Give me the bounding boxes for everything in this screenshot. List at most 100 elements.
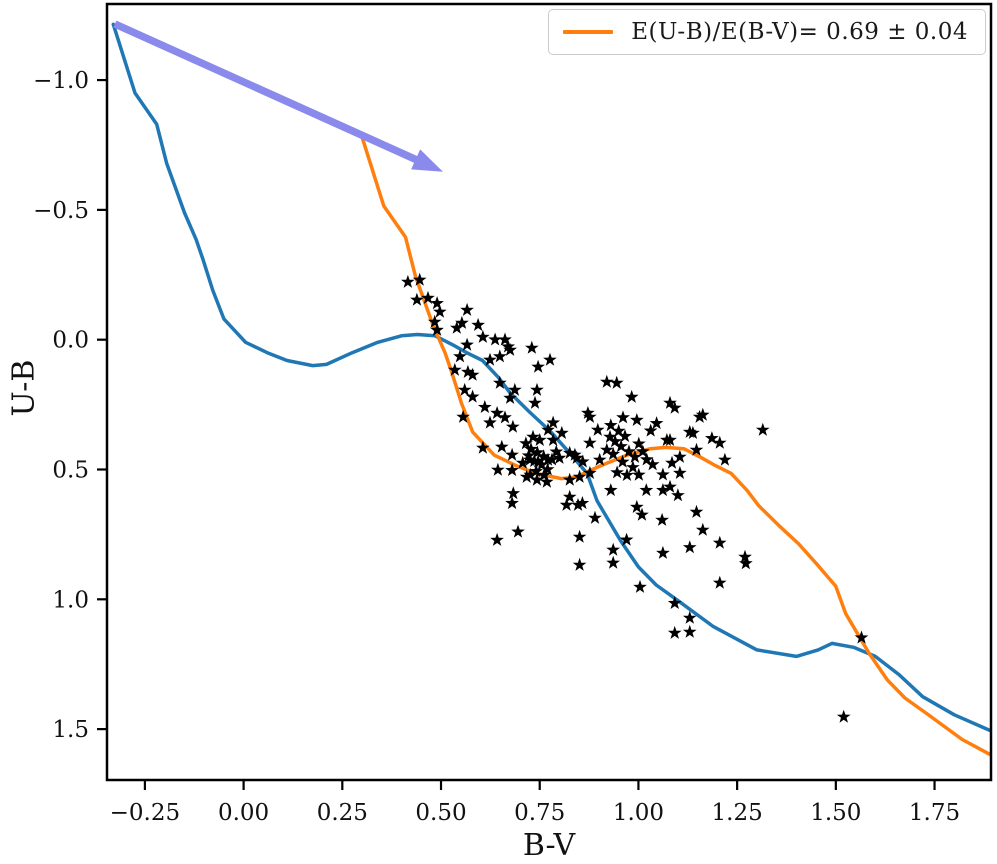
star-marker [572,469,587,483]
star-marker [671,488,685,502]
star-marker [635,507,649,521]
plot-border [105,2,993,782]
star-marker [532,433,547,446]
star-marker [555,425,569,439]
star-marker [606,447,620,460]
star-marker [682,624,697,638]
star-marker [667,400,682,414]
x-tick-label: 1.50 [810,800,861,826]
star-marker [583,409,597,423]
star-marker [524,442,538,456]
star-marker [712,575,727,589]
star-marker [600,442,614,456]
x-tick-label: 0.75 [514,800,565,826]
star-marker [655,512,669,526]
star-marker [505,447,519,461]
star-marker [600,374,614,388]
star-marker [603,429,617,443]
star-marker [695,407,710,421]
star-marker [705,431,719,445]
star-marker [581,406,595,419]
star-marker [645,457,660,471]
star-marker [656,545,670,559]
x-tick-label: 0.00 [218,800,269,826]
star-marker [543,352,557,366]
y-tick-label: 1.5 [52,717,89,743]
star-marker [540,474,554,488]
star-marker [575,496,590,510]
star-marker [663,479,677,493]
star-marker [854,630,869,644]
star-marker [430,322,444,336]
star-marker [615,454,630,468]
x-tick-label: 0.50 [415,800,466,826]
star-marker [630,499,644,513]
star-marker [562,489,577,503]
star-marker [506,419,520,433]
star-marker [718,452,732,466]
star-marker [537,468,551,481]
star-marker [632,467,646,481]
star-marker [755,422,770,436]
star-marker [606,542,620,556]
star-marker [529,464,543,478]
star-marker [571,497,585,511]
star-marker [643,423,658,437]
star-marker [430,296,444,310]
star-marker [628,449,642,463]
star-marker [738,549,752,563]
star-marker [689,504,704,518]
star-marker [682,540,697,554]
star-marker [611,423,626,437]
star-marker [493,349,507,363]
x-tick-label: 1.75 [909,800,960,826]
y-tick-label: 1.0 [52,587,89,613]
star-marker [410,292,424,306]
star-marker [527,454,541,467]
star-marker [592,452,607,466]
star-marker [689,442,704,456]
star-marker [572,529,587,543]
star-marker [572,557,587,571]
star-marker [493,375,507,389]
star-marker [515,455,530,469]
star-marker [609,375,624,389]
star-marker [412,272,427,286]
star-marker [836,709,851,723]
star-marker [498,410,512,424]
star-marker [546,415,560,429]
star-marker [483,352,497,366]
star-marker [478,400,492,413]
star-marker [633,579,647,593]
x-tick-label: −0.25 [110,800,180,826]
star-marker [448,362,462,376]
star-marker [546,433,560,446]
star-marker [610,465,624,479]
star-marker [519,436,533,450]
star-marker [433,304,447,318]
star-marker [528,395,542,409]
star-marker [562,445,577,459]
star-marker [603,418,618,432]
star-marker [712,435,727,449]
star-marker [506,486,521,500]
cluster-stars [401,272,869,723]
star-marker [498,332,512,346]
star-marker [450,320,464,334]
star-marker [590,422,605,436]
star-marker [490,532,504,546]
star-marker [619,532,634,546]
star-marker [476,329,490,343]
star-marker [639,452,654,466]
reddening-vector-arrow [113,20,443,172]
star-marker [626,460,640,474]
star-marker [457,382,472,396]
star-marker [588,510,602,524]
star-marker [505,496,519,510]
star-marker [639,483,654,497]
star-marker [508,382,522,396]
star-marker [673,465,687,479]
y-tick-label: 0.0 [52,328,89,354]
star-marker [540,462,555,476]
